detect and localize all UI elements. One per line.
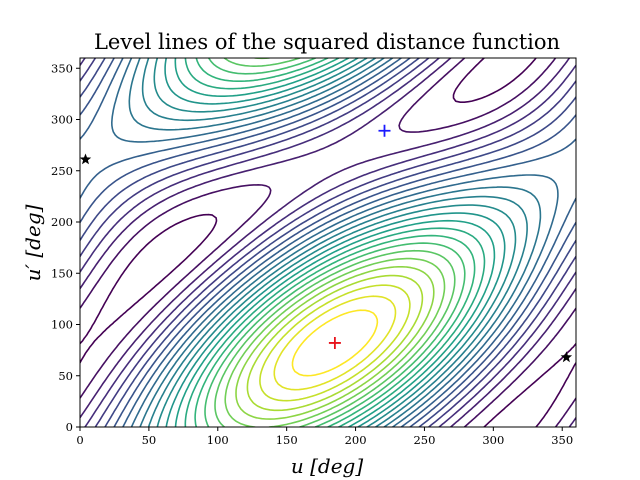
contour-level-10: [128, 58, 542, 427]
contour-level-17: [204, 58, 466, 427]
plot-frame: [79, 57, 577, 428]
contour-level-6: [80, 58, 576, 427]
contour-level-18: [214, 58, 456, 427]
contour-level-9: [111, 58, 559, 427]
contour-level-22: [259, 284, 411, 402]
x-tick-label: 150: [276, 433, 298, 447]
x-tick-label: 100: [207, 433, 229, 447]
y-tick-label: 350: [51, 61, 73, 75]
x-tick-label: 350: [551, 433, 573, 447]
plus-marker: [328, 336, 341, 349]
y-tick-label: 200: [51, 215, 73, 229]
chart-title: Level lines of the squared distance func…: [94, 30, 560, 54]
marker-layer: [79, 124, 573, 363]
contour-lines: [80, 58, 576, 427]
contour-level-11: [141, 58, 528, 427]
contour-level-5: [80, 58, 576, 427]
x-tick-label: 300: [482, 433, 504, 447]
plus-marker: [378, 124, 391, 137]
y-tick-label: 0: [66, 420, 73, 434]
x-axis-label: u [deg]: [291, 454, 363, 478]
contour-level-13: [164, 58, 506, 427]
contour-level-7: [80, 58, 576, 427]
y-tick-label: 100: [51, 318, 73, 332]
y-tick-label: 300: [51, 113, 73, 127]
contour-level-16: [194, 58, 476, 427]
star-marker: [79, 153, 92, 165]
y-tick-label: 50: [58, 369, 73, 383]
contour-level-8: [80, 58, 576, 427]
contour-level-21: [246, 274, 424, 412]
x-tick-label: 50: [142, 433, 157, 447]
contour-level-3: [80, 58, 576, 427]
contour-level-2: [80, 58, 576, 427]
contour-level-24: [291, 309, 379, 377]
y-tick-label: 150: [51, 266, 73, 280]
contour-level-19: [224, 58, 446, 427]
x-tick-label: 250: [413, 433, 435, 447]
contour-level-14: [174, 58, 496, 427]
x-axis-ticks: 0 50 100 150 200 250 300 350: [76, 427, 573, 447]
contour-level-12: [153, 58, 517, 427]
contour-level-23: [273, 295, 397, 391]
y-tick-label: 250: [51, 164, 73, 178]
contour-level-15: [184, 58, 486, 427]
star-marker: [560, 351, 573, 363]
x-tick-label: 200: [345, 433, 367, 447]
x-tick-label: 0: [76, 433, 83, 447]
y-axis-ticks: 0 50 100 150 200 250 300 350: [51, 61, 80, 434]
contour-level-20: [235, 266, 435, 420]
y-axis-label: u′ [deg]: [21, 204, 45, 281]
contour-level-4: [80, 58, 576, 427]
